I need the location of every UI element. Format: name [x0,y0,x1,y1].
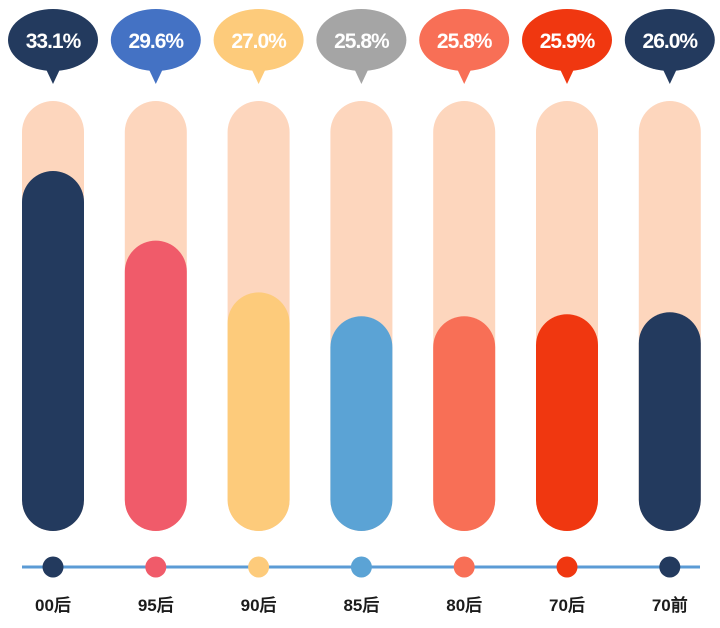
category-dot [42,556,64,578]
value-bubble-pointer [559,67,575,84]
value-bubble [316,9,407,71]
bar [227,292,290,531]
category-dot [248,556,270,578]
category-dot [556,556,578,578]
bar [330,316,393,531]
category-label: 95后 [138,596,174,615]
category-dot [453,556,475,578]
value-label: 27.0% [231,30,287,53]
category-dots [42,556,681,578]
value-bubble [624,9,715,71]
value-label: 25.8% [334,30,390,53]
bar [536,314,598,531]
category-label: 90后 [241,596,277,615]
category-dot [145,556,167,578]
value-bubbles: 33.1% 29.6% 27.0% 25.8% 25.8% 25.9% 26.0% [8,9,715,84]
value-label: 29.6% [129,30,185,53]
bar [433,316,496,531]
bar [22,171,84,531]
category-label: 70后 [549,596,585,615]
value-bubble [8,9,98,71]
category-dot [350,556,372,578]
value-label: 33.1% [26,30,82,53]
value-bubble-pointer [661,67,678,84]
value-bubble-pointer [147,67,164,84]
category-label: 70前 [652,595,688,615]
category-label: 80后 [446,596,482,615]
category-label: 00后 [35,596,71,615]
category-labels: 00后 95后 90后 85后 80后 70后 70前 [35,595,688,615]
value-bubble-pointer [45,67,61,84]
value-label: 25.9% [540,30,596,53]
value-bubble [213,9,304,71]
bars [22,171,701,531]
value-bubble-pointer [353,67,370,84]
value-bubble [110,9,201,71]
category-label: 85后 [343,596,379,615]
value-bubble-pointer [250,67,267,84]
bar [124,240,187,531]
value-bubble-pointer [456,67,473,84]
value-label: 25.8% [437,30,493,53]
value-bubble [419,9,510,71]
category-dot [659,556,681,578]
value-label: 26.0% [643,30,699,53]
value-bubble [522,9,612,71]
bar [638,312,701,531]
